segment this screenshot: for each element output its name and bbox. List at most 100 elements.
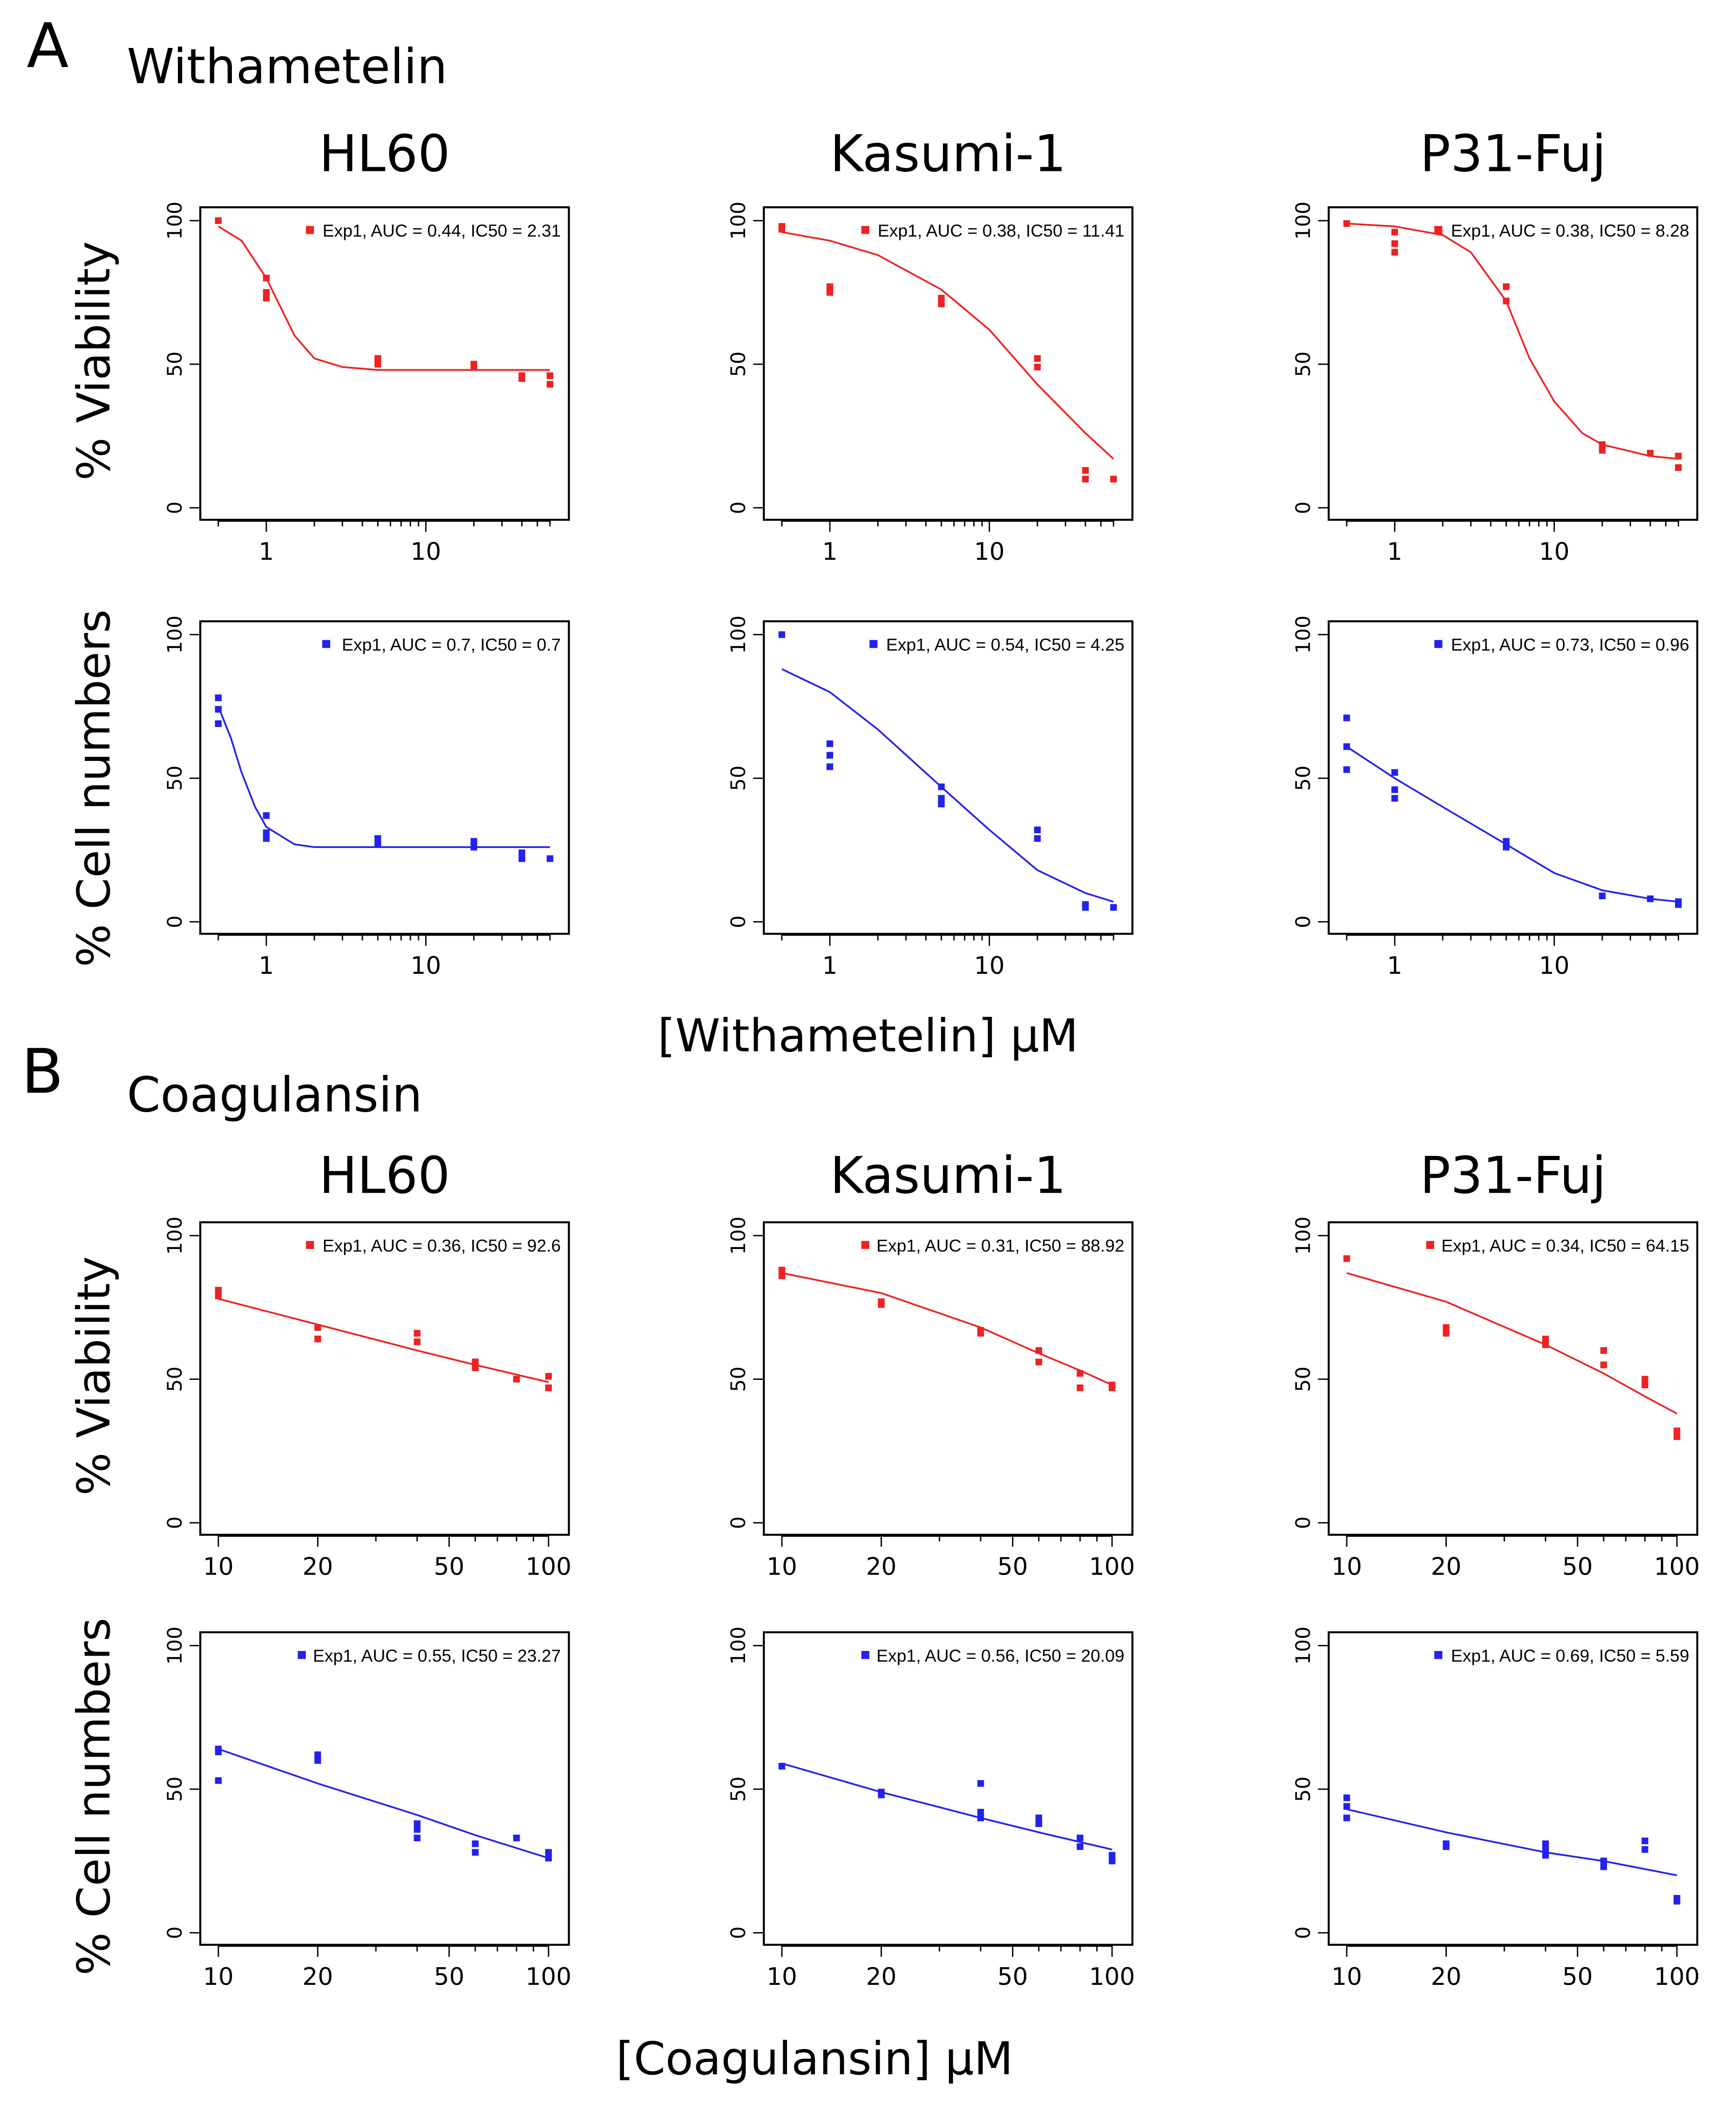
fit-curve <box>781 231 1114 460</box>
data-point <box>314 1757 321 1764</box>
plot-frame <box>763 1221 1133 1536</box>
legend-marker <box>861 226 869 234</box>
data-point <box>1343 1803 1350 1810</box>
y-tick-label: 50 <box>727 352 750 377</box>
data-point <box>263 812 270 819</box>
data-point <box>1542 1341 1549 1348</box>
data-point <box>1391 769 1398 776</box>
legend: Exp1, AUC = 0.34, IC50 = 64.15 <box>1426 1236 1689 1256</box>
section-b-title: Coagulansin <box>127 1067 422 1123</box>
legend: Exp1, AUC = 0.44, IC50 = 2.31 <box>305 221 561 240</box>
data-point <box>938 795 945 802</box>
data-point <box>545 1384 552 1392</box>
legend: Exp1, AUC = 0.38, IC50 = 11.41 <box>861 221 1125 240</box>
x-tick-label: 50 <box>434 1553 465 1581</box>
data-point <box>1108 1857 1116 1865</box>
data-point <box>1641 1376 1648 1383</box>
data-point <box>1675 464 1682 471</box>
y-tick-label: 50 <box>163 1366 187 1392</box>
data-point <box>938 801 945 808</box>
y-tick-label: 0 <box>1292 1926 1315 1939</box>
panel-title: Kasumi-1 <box>830 124 1066 183</box>
data-point <box>1647 895 1654 903</box>
y-tick-label: 50 <box>727 1366 750 1392</box>
data-point <box>546 381 554 388</box>
x-tick-label: 50 <box>1562 1553 1593 1581</box>
data-point <box>472 1840 479 1847</box>
data-point <box>1035 1814 1042 1821</box>
legend-marker <box>1434 640 1443 648</box>
data-point <box>1600 1347 1607 1354</box>
data-point <box>1443 1843 1450 1850</box>
legend: Exp1, AUC = 0.56, IC50 = 20.09 <box>861 1646 1125 1665</box>
panel-kasumi-1-1: Kasumi-1 0 50 100 1 10 Exp1, AUC = 0.38, IC50 … <box>727 124 1133 566</box>
y-axis-label: % Cell numbers <box>67 609 120 967</box>
y-tick-label: 0 <box>163 1926 187 1939</box>
data-point <box>1110 475 1117 482</box>
data-point <box>1641 1837 1648 1845</box>
x-tick-label: 10 <box>1331 1963 1362 1991</box>
legend: Exp1, AUC = 0.38, IC50 = 8.28 <box>1434 221 1689 240</box>
data-point <box>314 1751 321 1759</box>
plot-frame <box>763 206 1133 521</box>
data-point <box>1443 1324 1450 1331</box>
data-point <box>1641 1846 1648 1853</box>
data-point <box>1599 441 1606 448</box>
panel-plot-11: 0 50 100 10 20 50 100 Exp1, AUC = 0.69, IC50 = … <box>1292 1627 1700 1991</box>
fit-curve <box>781 668 1114 903</box>
fit-curve <box>781 1272 1112 1386</box>
data-point <box>518 855 525 862</box>
data-point <box>1343 714 1350 721</box>
data-point <box>878 1301 885 1308</box>
x-tick-label: 20 <box>1431 1963 1462 1991</box>
data-point <box>826 283 834 290</box>
y-tick-label: 50 <box>1292 766 1315 791</box>
y-tick-label: 100 <box>163 616 187 654</box>
y-axis-label: % Viability <box>67 1256 120 1495</box>
panel-title: HL60 <box>319 1146 450 1205</box>
data-point <box>1542 1335 1549 1343</box>
y-tick-label: 50 <box>1292 352 1315 377</box>
data-point <box>1343 1814 1350 1821</box>
data-point <box>1600 1863 1607 1870</box>
legend-label: Exp1, AUC = 0.38, IC50 = 8.28 <box>1451 221 1689 240</box>
data-point <box>215 1748 222 1755</box>
data-point <box>414 1834 420 1841</box>
legend-label: Exp1, AUC = 0.44, IC50 = 2.31 <box>323 221 561 240</box>
data-point <box>518 849 525 856</box>
y-tick-label: 0 <box>1292 1516 1315 1529</box>
data-point <box>1647 449 1654 457</box>
y-tick-label: 0 <box>1292 916 1315 928</box>
data-point <box>374 355 381 362</box>
data-point <box>1077 1370 1084 1377</box>
panel-title: HL60 <box>319 124 450 183</box>
data-point <box>826 763 834 770</box>
data-point <box>1599 447 1606 454</box>
panel-title: P31-Fuj <box>1420 1146 1606 1205</box>
data-point <box>1503 838 1510 845</box>
data-point <box>472 1849 479 1856</box>
y-tick-label: 0 <box>163 502 187 514</box>
panel-plot-5: 0 50 100 1 10 Exp1, AUC = 0.73, IC50 = 0.96 <box>1292 616 1698 980</box>
y-tick-label: 0 <box>163 916 187 928</box>
data-point <box>778 223 786 230</box>
fit-curve <box>1346 1272 1678 1415</box>
data-point <box>472 1358 479 1365</box>
data-point <box>1035 1347 1042 1354</box>
legend-marker <box>298 1651 306 1659</box>
data-point <box>1391 786 1398 793</box>
data-point <box>215 217 222 224</box>
data-point <box>977 1809 984 1816</box>
x-tick-label: 10 <box>203 1963 234 1991</box>
section-a-title: Withametelin <box>127 39 447 95</box>
data-point <box>263 295 270 302</box>
data-point <box>1443 1330 1450 1337</box>
data-point <box>215 694 222 701</box>
x-tick-label: 10 <box>411 538 441 566</box>
data-point <box>1082 904 1089 911</box>
data-point <box>1542 1840 1549 1847</box>
legend: Exp1, AUC = 0.73, IC50 = 0.96 <box>1434 635 1689 654</box>
data-point <box>263 274 270 282</box>
data-point <box>374 360 381 368</box>
panel-p31-fuj-8: P31-Fuj 0 50 100 10 20 50 100 Exp1, AUC = 0.34, … <box>1292 1146 1700 1581</box>
